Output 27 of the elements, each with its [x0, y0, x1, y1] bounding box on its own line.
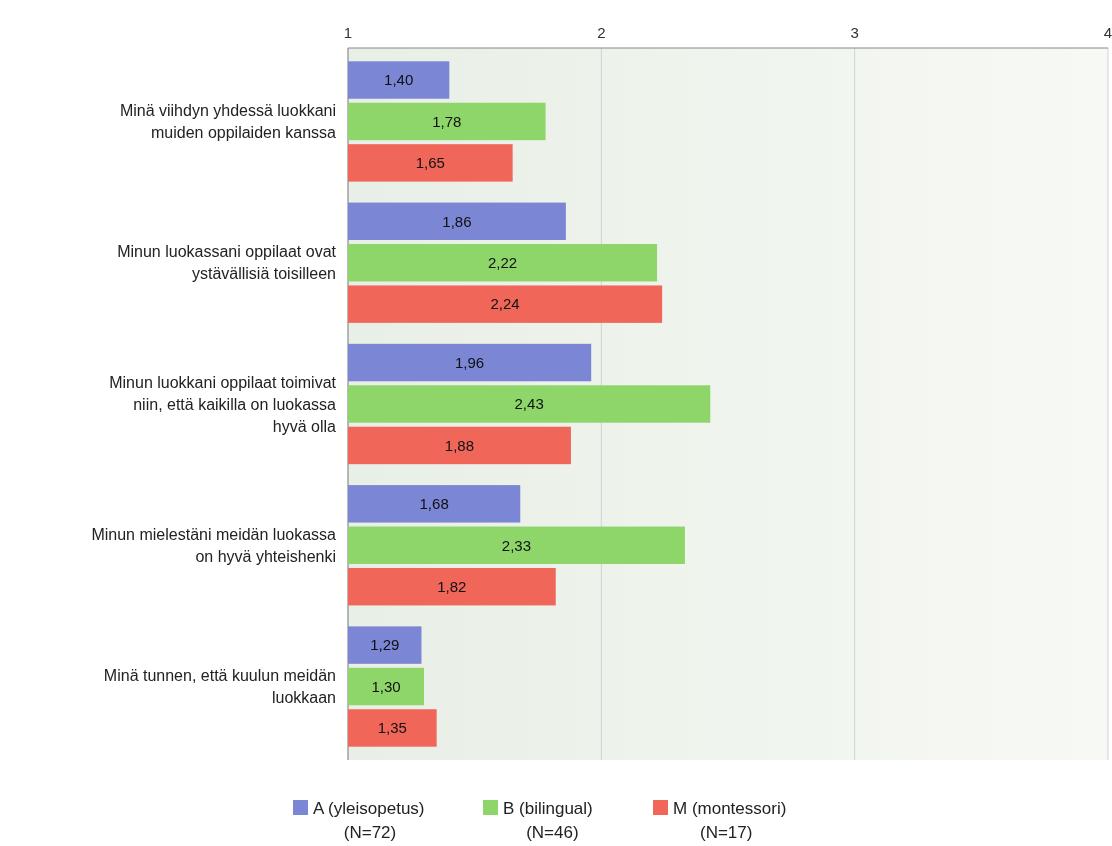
x-tick-label: 2: [597, 24, 606, 41]
data-label: 2,22: [487, 253, 518, 271]
data-label: 1,29: [370, 636, 400, 654]
y-tick-label: Minä viihdyn yhdessä luokkani muiden oppilaiden kanssa: [119, 102, 337, 142]
data-label: 1,86: [442, 212, 472, 230]
data-label: 1,30: [371, 677, 401, 695]
y-tick-label: Minun luokkani oppilaat toimivat niin, että kaikilla on luokassa hyvä olla: [109, 373, 337, 435]
data-label: 1,82: [437, 577, 467, 595]
legend-label: M (montessori) (N=17): [673, 799, 787, 842]
legend-label: A (yleisopetus) (N=72): [313, 799, 425, 842]
x-tick-label: 4: [1103, 24, 1112, 41]
data-label: 2,33: [501, 536, 532, 554]
data-label: 1,40: [384, 71, 414, 89]
data-label: 1,35: [377, 719, 407, 737]
data-label: 2,24: [490, 295, 520, 313]
data-label: 1,88: [444, 436, 475, 454]
legend-label: B (bilingual) (N=46): [503, 799, 593, 842]
y-tick-label: Minä tunnen, että kuulun meidän luokkaan: [103, 667, 336, 707]
data-label: 2,43: [514, 395, 544, 413]
data-label: 1,65: [415, 154, 445, 172]
x-tick-label: 3: [850, 24, 859, 41]
data-label: 1,78: [432, 112, 462, 130]
data-label: 1,96: [455, 353, 485, 371]
data-label: 1,68: [419, 495, 449, 513]
y-tick-label: Minun mielestäni meidän luokassa on hyvä yhteishenki: [91, 525, 337, 565]
y-tick-label: Minun luokassani oppilaat ovat ystävällisiä toisilleen: [117, 243, 337, 283]
x-tick-label: 1: [343, 24, 353, 41]
